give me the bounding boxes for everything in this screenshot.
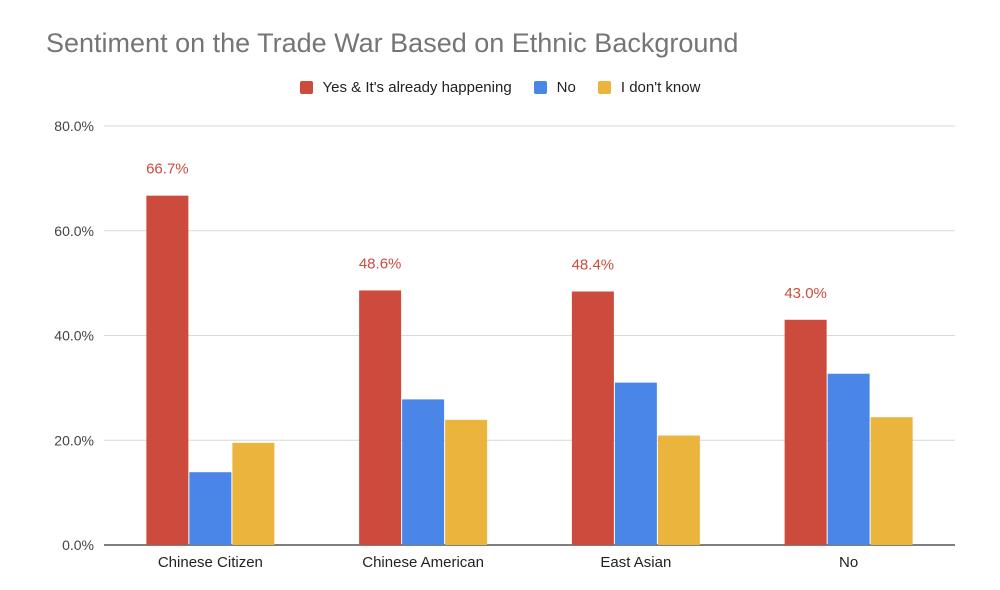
bar-2-2: [657, 435, 700, 545]
bar-0-3: [784, 319, 827, 545]
chart-title: Sentiment on the Trade War Based on Ethn…: [46, 28, 739, 58]
legend-item-2: I don't know: [597, 79, 701, 96]
bar-1-0: [189, 472, 232, 545]
x-tick-label: Chinese Citizen: [158, 554, 263, 571]
data-label-0-0: 66.7%: [146, 161, 189, 178]
legend-label-2: I don't know: [620, 79, 701, 96]
bar-0-2: [571, 291, 614, 545]
bar-1-3: [827, 373, 870, 545]
y-tick-label: 60.0%: [54, 223, 94, 239]
bar-2-1: [445, 419, 488, 545]
legend-swatch-1: [533, 81, 547, 94]
legend-swatch-2: [597, 81, 611, 94]
x-tick-label: East Asian: [600, 554, 671, 571]
legend-item-0: Yes & It's already happening: [299, 79, 512, 96]
y-tick-label: 80.0%: [54, 118, 94, 134]
data-label-0-2: 48.4%: [572, 257, 615, 274]
data-label-0-3: 43.0%: [784, 285, 827, 302]
legend-label-0: Yes & It's already happening: [322, 79, 512, 96]
bar-0-0: [146, 195, 189, 545]
legend-item-1: No: [533, 79, 576, 96]
data-label-0-1: 48.6%: [359, 255, 402, 272]
bar-1-2: [614, 382, 657, 545]
x-tick-label: Chinese American: [362, 554, 484, 571]
x-tick-label: No: [839, 554, 858, 571]
bar-0-1: [359, 290, 402, 545]
y-tick-label: 40.0%: [54, 328, 94, 344]
legend-swatch-0: [299, 81, 313, 94]
y-tick-label: 20.0%: [54, 432, 94, 448]
bar-1-1: [402, 399, 445, 545]
legend: Yes & It's already happening No I don't kn…: [0, 79, 1000, 96]
bar-2-3: [870, 417, 913, 545]
legend-label-1: No: [556, 79, 576, 96]
y-tick-label: 0.0%: [62, 537, 94, 553]
bar-2-0: [232, 442, 275, 545]
